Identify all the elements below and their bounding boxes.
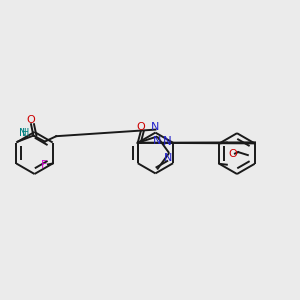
- Text: O: O: [27, 115, 35, 125]
- Text: N: N: [164, 153, 172, 164]
- Text: N: N: [153, 136, 161, 146]
- Text: O: O: [229, 148, 238, 159]
- Text: F: F: [41, 160, 47, 170]
- Text: N: N: [163, 135, 171, 148]
- Text: H: H: [22, 128, 29, 138]
- Text: N: N: [19, 128, 27, 138]
- Text: O: O: [136, 122, 145, 132]
- Text: N: N: [151, 122, 160, 132]
